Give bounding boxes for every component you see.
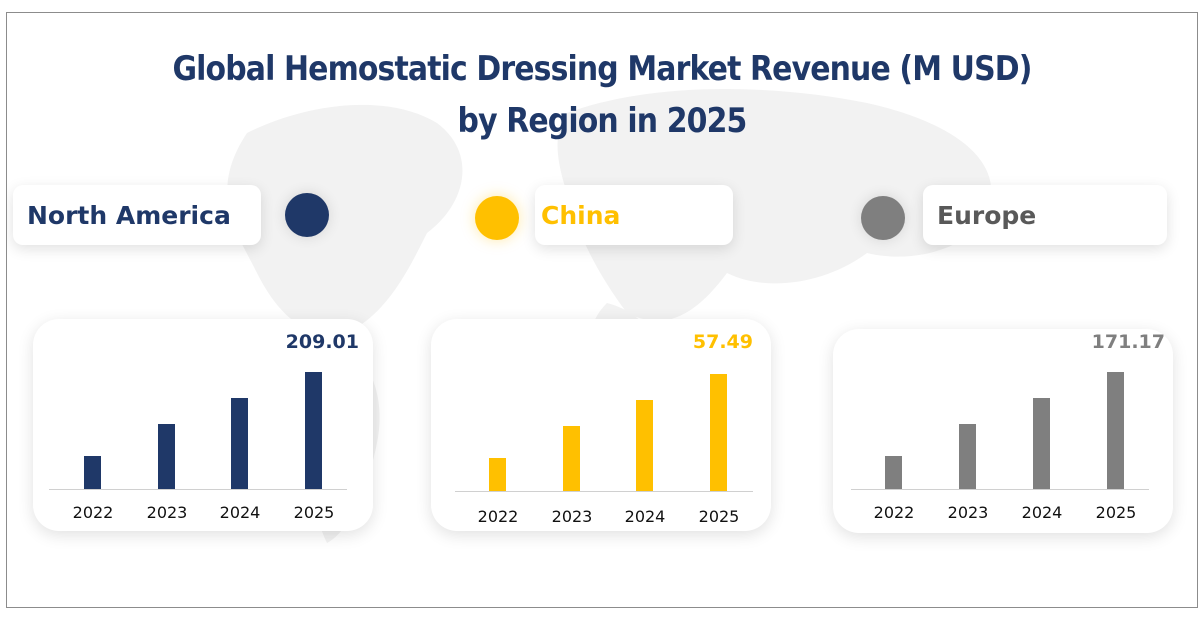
x-tick-label: 2023 — [551, 507, 593, 526]
value-label: 171.17 — [1091, 331, 1165, 353]
region-dot-europe — [861, 196, 905, 240]
bar-2025 — [1107, 372, 1124, 489]
bar-2023 — [158, 424, 175, 489]
bar-2024 — [636, 400, 653, 491]
x-tick-label: 2023 — [947, 503, 989, 522]
bar-2023 — [959, 424, 976, 489]
value-label: 57.49 — [692, 331, 753, 353]
x-tick-label: 2022 — [873, 503, 915, 522]
x-axis — [851, 489, 1149, 490]
region-dot-china — [475, 196, 519, 240]
bar-2022 — [489, 458, 506, 491]
bar-2022 — [885, 456, 902, 489]
x-tick-label: 2025 — [293, 503, 335, 522]
x-tick-label: 2022 — [477, 507, 519, 526]
region-label-north-america: North America — [13, 185, 261, 245]
region-dot-north-america — [285, 193, 329, 237]
page-title: Global Hemostatic Dressing Market Revenu… — [78, 43, 1125, 147]
bar-2025 — [710, 374, 727, 491]
x-tick-label: 2023 — [146, 503, 188, 522]
x-axis — [49, 489, 347, 490]
x-tick-label: 2024 — [219, 503, 261, 522]
bar-2023 — [563, 426, 580, 491]
value-label: 209.01 — [285, 331, 359, 353]
x-tick-label: 2024 — [624, 507, 666, 526]
x-tick-label: 2025 — [698, 507, 740, 526]
region-name: North America — [27, 200, 231, 230]
infographic-frame: Global Hemostatic Dressing Market Revenu… — [6, 12, 1198, 608]
chart-card-north-america: 209.01 2022 2023 2024 2025 — [33, 319, 373, 531]
x-tick-label: 2024 — [1021, 503, 1063, 522]
region-label-china: China — [535, 185, 733, 245]
x-tick-label: 2025 — [1095, 503, 1137, 522]
region-name: China — [541, 200, 621, 230]
title-line-2: by Region in 2025 — [457, 101, 748, 141]
bar-2022 — [84, 456, 101, 489]
region-label-europe: Europe — [923, 185, 1167, 245]
bar-2024 — [231, 398, 248, 489]
chart-card-europe: 171.17 2022 2023 2024 2025 — [833, 329, 1173, 533]
x-tick-label: 2022 — [72, 503, 114, 522]
bar-2025 — [305, 372, 322, 489]
chart-card-china: 57.49 2022 2023 2024 2025 — [431, 319, 771, 531]
title-line-1: Global Hemostatic Dressing Market Revenu… — [172, 49, 1033, 89]
x-axis — [455, 491, 753, 492]
bar-2024 — [1033, 398, 1050, 489]
region-name: Europe — [937, 200, 1037, 230]
